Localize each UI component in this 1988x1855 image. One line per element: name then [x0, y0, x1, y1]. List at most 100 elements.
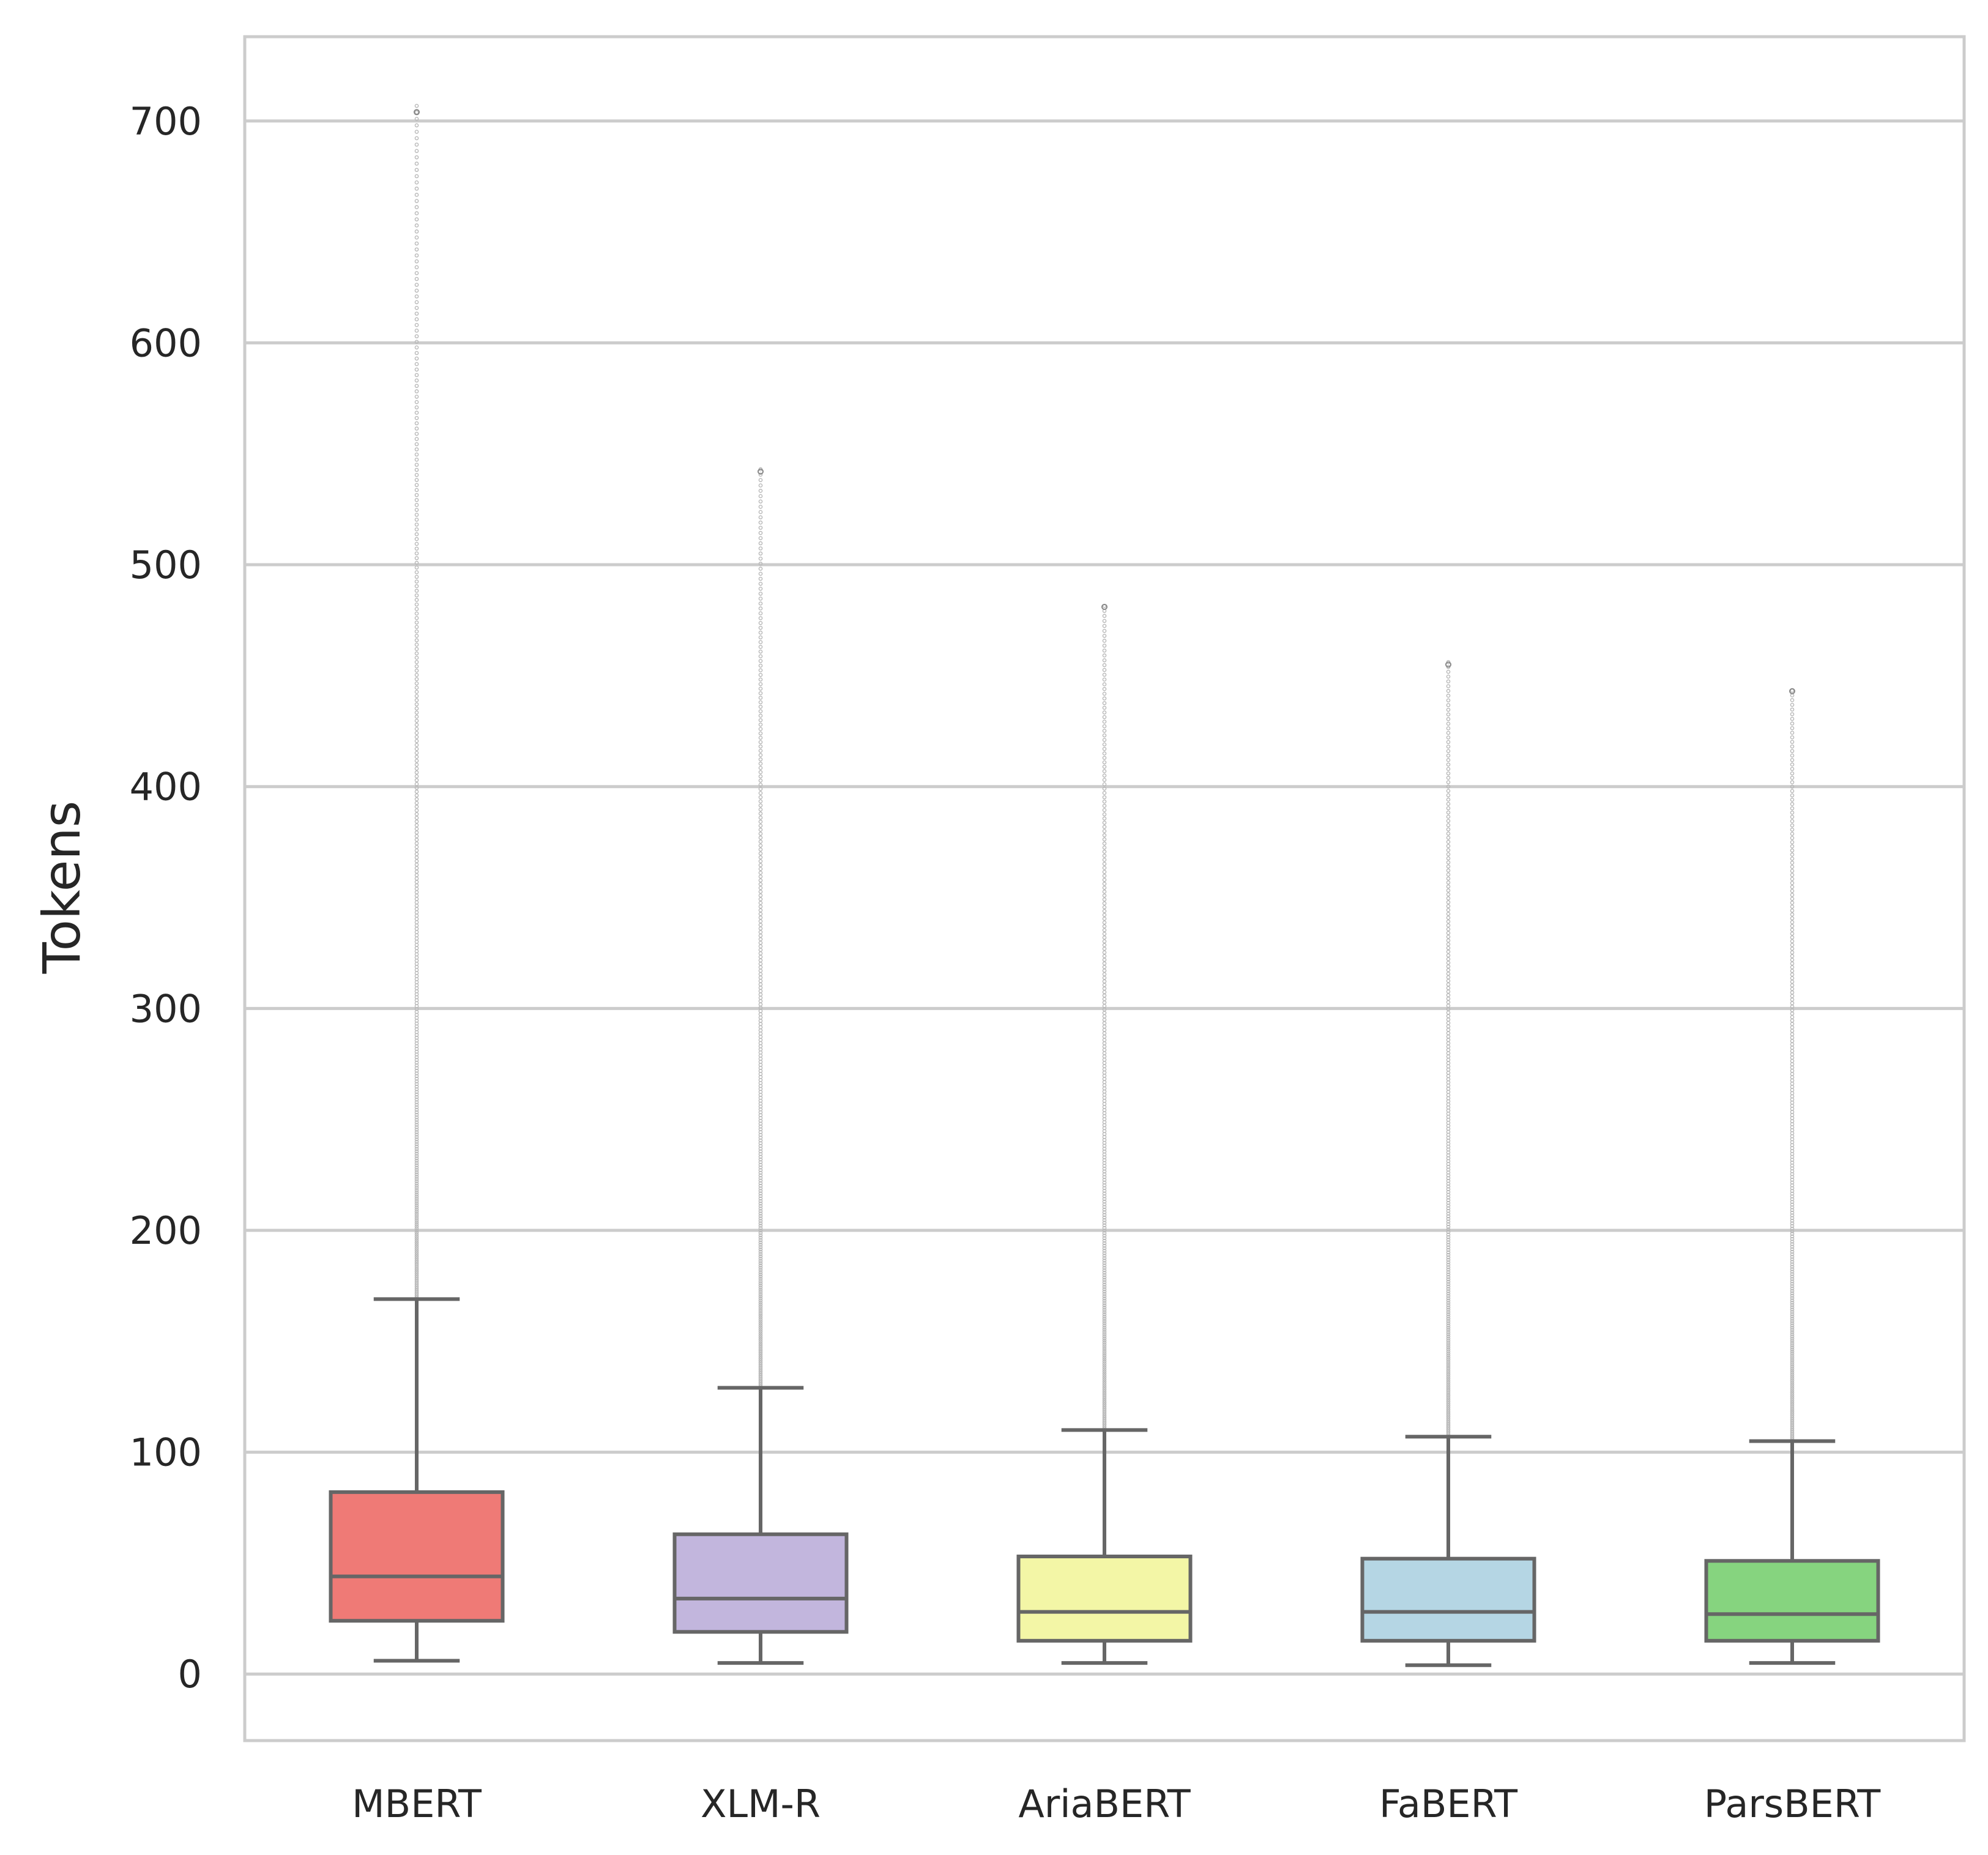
outlier-point [1790, 814, 1795, 819]
outlier-point [758, 1325, 763, 1329]
outlier-point [758, 586, 763, 591]
outlier-point [1446, 1413, 1451, 1417]
outlier-point [758, 912, 763, 916]
outlier-point [1446, 868, 1451, 873]
outlier-point [1446, 1198, 1451, 1203]
outlier-point [1102, 1221, 1107, 1225]
outlier-point [758, 686, 763, 691]
outlier-point [1102, 882, 1107, 886]
outlier-point [758, 520, 763, 525]
outlier-point [1102, 935, 1107, 940]
outlier-point [1790, 1252, 1795, 1257]
outlier-point [758, 1337, 763, 1342]
outlier-point [414, 253, 419, 258]
outlier-point [758, 541, 763, 546]
outlier-point [414, 672, 419, 677]
outlier-point [414, 143, 419, 147]
outlier-point [1446, 1392, 1451, 1396]
outlier-point [1790, 1410, 1795, 1414]
outlier-point [758, 1149, 763, 1154]
outlier-point [414, 123, 419, 128]
outlier-point [414, 1186, 419, 1190]
outlier-point [1446, 1403, 1451, 1408]
outlier-point [758, 601, 763, 606]
outlier-point [414, 620, 419, 625]
outlier-point [758, 1252, 763, 1257]
outlier-point [1790, 1362, 1795, 1367]
outlier-point [1446, 880, 1451, 885]
outlier-point [1790, 1378, 1795, 1383]
outlier-point [1790, 893, 1795, 898]
outlier-point [414, 1238, 419, 1243]
outlier-point [758, 1226, 763, 1230]
outlier-point [1446, 1296, 1451, 1301]
outlier-point [1102, 1186, 1107, 1191]
outlier-point [1446, 848, 1451, 852]
outlier-point [758, 1347, 763, 1351]
outlier-point [414, 384, 419, 388]
outlier-point [414, 1201, 419, 1205]
outlier-point [414, 556, 419, 560]
outlier-point [1446, 735, 1451, 740]
outlier-point [414, 754, 419, 759]
outlier-point [1790, 844, 1795, 849]
outlier-point [414, 1139, 419, 1144]
outlier-point [414, 356, 419, 361]
outlier-point [758, 1268, 763, 1273]
outlier-point [1790, 872, 1795, 877]
outlier-point [758, 1211, 763, 1216]
outlier-point [1446, 1362, 1451, 1366]
outlier-point [1102, 790, 1107, 795]
outlier-point [1102, 1246, 1107, 1251]
outlier-point [1446, 827, 1451, 831]
outlier-point [1446, 939, 1451, 943]
outlier-point [414, 1149, 419, 1154]
x-tick-label: XLM-R [701, 1782, 821, 1826]
outlier-point [758, 1230, 763, 1235]
outlier-point [1102, 1314, 1107, 1319]
outlier-point [1446, 904, 1451, 909]
outlier-point [1446, 1260, 1451, 1265]
outlier-point [414, 1132, 419, 1137]
outlier-point [758, 1315, 763, 1320]
outlier-point [758, 831, 763, 836]
outlier-point [414, 766, 419, 771]
outlier-point [1446, 758, 1451, 762]
outlier-point [1446, 1359, 1451, 1364]
outlier-point [414, 589, 419, 593]
outlier-point [414, 793, 419, 798]
outlier-point [414, 1216, 419, 1221]
outlier-point [1102, 1421, 1107, 1425]
outlier-point [1790, 980, 1795, 984]
outlier-point [1790, 1200, 1795, 1204]
outlier-point [1790, 797, 1795, 802]
outlier-point [1102, 820, 1107, 825]
outlier-point [758, 1362, 763, 1367]
outlier-point [758, 923, 763, 928]
outlier-point [1790, 965, 1795, 970]
outlier-point [758, 1147, 763, 1151]
outlier-point [414, 782, 419, 786]
outlier-point [1446, 1270, 1451, 1274]
outlier-point [758, 774, 763, 779]
outlier-point [1790, 698, 1795, 702]
outlier-point [1790, 912, 1795, 917]
outlier-point [1102, 1321, 1107, 1326]
outlier-point [758, 1209, 763, 1213]
outlier-point [1102, 705, 1107, 710]
outlier-point [1102, 1345, 1107, 1349]
outlier-point [1790, 780, 1795, 784]
outlier-point [758, 1152, 763, 1156]
outlier-point [414, 527, 419, 532]
outlier-point [1446, 684, 1451, 688]
outlier-point [1790, 972, 1795, 977]
outlier-point [758, 1247, 763, 1252]
outlier-point [414, 560, 419, 565]
outlier-points [414, 103, 1795, 1441]
outlier-point [758, 1183, 763, 1188]
outlier-point [414, 1137, 419, 1142]
outlier-point [1790, 1372, 1795, 1377]
outlier-point [414, 415, 419, 420]
outlier-point [414, 1165, 419, 1170]
